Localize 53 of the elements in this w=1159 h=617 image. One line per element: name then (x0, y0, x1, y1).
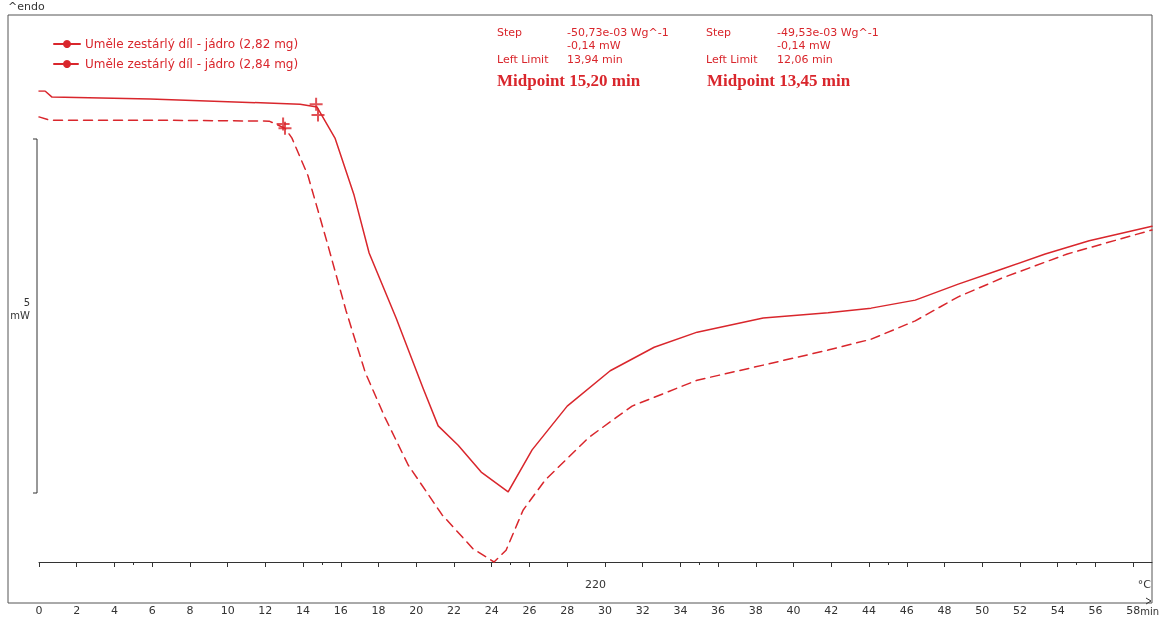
x2-axis-title: °C (1137, 578, 1152, 591)
x-tick-label: 32 (635, 604, 650, 617)
text: 13,94 min (567, 53, 623, 66)
text: Left Limit (497, 53, 550, 66)
x-tick-label: 30 (597, 604, 612, 617)
x-tick-label: 56 (1088, 604, 1103, 617)
y-axis-title: 5 mW (10, 297, 31, 321)
x-tick-label: 26 (522, 604, 537, 617)
x-tick-label: 38 (748, 604, 763, 617)
x-tick-label: 12 (258, 604, 273, 617)
point (310, 107, 326, 123)
text: -0,14 mW (567, 39, 621, 52)
text: Step (497, 26, 523, 39)
x-tick-label: 16 (333, 604, 348, 617)
x-tick-label: 20 (409, 604, 424, 617)
x-tick-label: 22 (447, 604, 462, 617)
text: ^endo (8, 0, 45, 13)
x-tick-label: 2 (73, 604, 81, 617)
text: 12,06 min (777, 53, 833, 66)
text: -0,14 mW (777, 39, 831, 52)
x-tick-label: 50 (975, 604, 990, 617)
text: 220 (585, 578, 606, 591)
text: -49,53e-03 Wg^-1 (777, 26, 879, 39)
x-tick-label: 14 (296, 604, 311, 617)
x-tick-label: 18 (371, 604, 386, 617)
x-tick-label: 4 (110, 604, 118, 617)
text: Step (706, 26, 732, 39)
point (277, 120, 293, 136)
x-tick-label: 48 (937, 604, 952, 617)
x-tick-label: 0 (35, 604, 43, 617)
x-axis-title: min (1140, 605, 1159, 617)
text: -50,73e-03 Wg^-1 (567, 26, 669, 39)
x-tick-label: 6 (148, 604, 156, 617)
x-tick-label: 36 (711, 604, 726, 617)
point (275, 116, 291, 132)
x-tick-label: 52 (1012, 604, 1027, 617)
text: Midpoint 13,45 min (707, 71, 851, 90)
x-tick-label: 28 (560, 604, 575, 617)
x-tick-label: 46 (899, 604, 914, 617)
x-tick-label: 24 (484, 604, 499, 617)
x-tick-label: 54 (1050, 604, 1065, 617)
text: Midpoint 15,20 min (497, 71, 641, 90)
x-tick-label: 34 (673, 604, 688, 617)
x-tick-label: 40 (786, 604, 801, 617)
x-tick-label: 58 (1126, 604, 1141, 617)
text: Left Limit (706, 53, 759, 66)
x-tick-label: 42 (824, 604, 839, 617)
point (308, 96, 324, 112)
legend-label: Uměle zestárlý díl - jádro (2,82 mg) (85, 37, 299, 51)
x-tick-label: 10 (220, 604, 235, 617)
x-tick-label: 44 (862, 604, 877, 617)
legend-label: Uměle zestárlý díl - jádro (2,84 mg) (85, 57, 299, 71)
x-tick-label: 8 (186, 604, 194, 617)
